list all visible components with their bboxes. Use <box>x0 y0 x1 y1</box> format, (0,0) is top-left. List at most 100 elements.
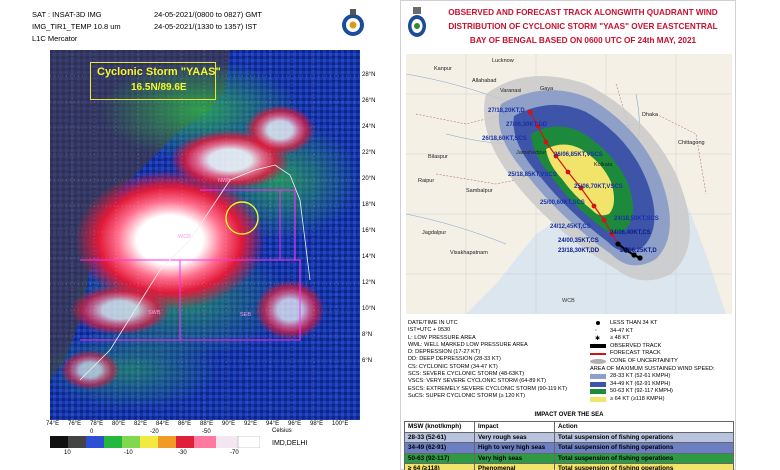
impact-cell-msw: ≥ 64 (≥118) <box>404 463 475 470</box>
colorbar-bottom-label: -30 <box>178 450 187 456</box>
track-point-label: 24/12,45KT,CS <box>550 224 591 230</box>
longitude-label: 92°E <box>244 421 258 427</box>
longitude-label: 74°E <box>46 421 60 427</box>
colorbar-top-label: 0 <box>90 429 94 435</box>
legend-symbol-item: CONE OF UNCERTAINITY <box>588 358 734 366</box>
longitude-label: 82°E <box>134 421 148 427</box>
legend-definition-item: WML: WELL MARKED LOW PRESSURE AREA <box>408 341 528 348</box>
impact-cell-impact: High to very high seas <box>474 442 555 454</box>
legend-symbol-label: FORECAST TRACK <box>610 350 661 357</box>
satellite-image: Cyclonic Storm "YAAS" 16.5N/89.6E NWB WC… <box>50 50 360 420</box>
longitude-label: 88°E <box>200 421 214 427</box>
map-region-label: WCB <box>562 298 575 304</box>
legend-definitions: DATE/TIME IN UTC IST=UTC + 0530 L: LOW PRE… <box>408 320 588 400</box>
imd-emblem-icon <box>408 7 426 37</box>
forecast-panel: OBSERVED AND FORECAST TRACK ALONGWITH QU… <box>400 0 780 470</box>
latitude-label: 8°N <box>362 332 373 338</box>
impact-cell-msw: 34-49 (62-91) <box>404 442 475 454</box>
map-place-gaya: Gaya <box>540 86 554 92</box>
longitude-label: 100°E <box>332 421 349 427</box>
colorbar-unit: Celsius <box>272 428 292 434</box>
latitude-label: 20°N <box>362 176 376 182</box>
map-place-lucknow: Lucknow <box>492 58 514 64</box>
impact-cell-action: Total suspension of fishing operations <box>554 463 734 470</box>
colorbar-bottom-label: -10 <box>124 450 133 456</box>
legend-symbol-label: AREA OF MAXIMUM SUSTAINED WIND SPEED: <box>590 365 715 372</box>
image-source: IMD,DELHI <box>272 440 308 447</box>
impact-table-row: 50-63 (92-117) Very high seas Total suspen… <box>404 452 734 464</box>
map-place-dhaka: Dhaka <box>642 112 658 118</box>
legend-swatch-icon <box>590 374 606 380</box>
region-label-wcb: WCB <box>178 234 191 240</box>
impact-cell-action: Total suspension of fishing operations <box>554 442 734 454</box>
longitude-label: 96°E <box>288 421 302 427</box>
temperature-colorbar <box>50 436 260 448</box>
legend-symbol-label: LESS THAN 34 KT <box>610 320 658 326</box>
colorbar-top-label: -20 <box>150 429 159 435</box>
impact-table-row: 34-49 (62-91) High to very high seas Total… <box>404 442 734 454</box>
legend-definition-item: SuCS: SUPER CYCLONIC STORM (≥ 120 KT) <box>408 392 526 399</box>
legend-symbols: LESS THAN 34 KT ◦ 34-47 KT ✱ ≥ 48 KT OBSERVED… <box>588 320 734 404</box>
track-point-label: 23/18,30KT,DD <box>558 248 600 254</box>
legend-symbol-label: 28-33 KT (52-61 KMPH) <box>610 373 671 380</box>
sat-header-projection: L1C Mercator <box>32 34 78 43</box>
forecast-title-line-1: OBSERVED AND FORECAST TRACK ALONGWITH QU… <box>448 8 718 17</box>
legend-symbol-item: 50-63 KT (92-117 KMPH) <box>588 388 734 396</box>
legend-definition-item: VSCS: VERY SEVERE CYCLONIC STORM (64-89 … <box>408 378 547 385</box>
map-place-sambalpur: Sambalpur <box>466 188 493 194</box>
legend-definition-item: IST=UTC + 0530 <box>408 327 451 334</box>
legend-symbol-label: 34-49 KT (62-91 KMPH) <box>610 380 671 387</box>
map-place-bilaspur: Bilaspur <box>428 154 448 160</box>
map-place-visakhapatnam: Visakhapatnam <box>450 250 488 256</box>
legend-definition-item: DD: DEEP DEPRESSION (28-33 KT) <box>408 356 501 363</box>
track-point-label: 26/06,85KT,VSCS <box>554 152 603 158</box>
latitude-label: 22°N <box>362 150 376 156</box>
map-place-kanpur: Kanpur <box>434 66 452 72</box>
impact-cell-action: Total suspension of fishing operations <box>554 452 734 464</box>
impact-cell-impact: Very high seas <box>474 452 555 464</box>
track-point-label: 24/06,40KT,CS <box>610 230 651 236</box>
legend-symbol-item: 28-33 KT (52-61 KMPH) <box>588 373 734 381</box>
impact-cell-impact: Phenomenal <box>474 463 555 470</box>
map-place-varanasi: Varanasi <box>500 88 522 94</box>
latitude-label: 14°N <box>362 254 376 260</box>
legend-symbol-item: LESS THAN 34 KT <box>588 320 734 328</box>
forecast-title-line-3: BAY OF BENGAL BASED ON 0600 UTC OF 24th … <box>469 36 697 45</box>
region-label-seb: SEB <box>240 312 252 318</box>
sat-header-label-1: SAT : INSAT-3D IMG <box>32 10 102 19</box>
legend-swatch-icon: ✱ <box>595 336 601 343</box>
map-place-kolkata: Kolkata <box>594 162 613 168</box>
map-place-raipur: Raipur <box>418 178 435 184</box>
map-place-jamshedpur: Jamshedpur <box>516 150 547 156</box>
latitude-label: 24°N <box>362 124 376 130</box>
legend-definition-item: D: DEPRESSION (17-27 KT) <box>408 349 481 356</box>
legend-symbol-label: 34-47 KT <box>610 327 634 334</box>
impact-table-row: ≥ 64 (≥118) Phenomenal Total suspension of… <box>404 463 734 470</box>
legend-swatch-icon: ◦ <box>595 327 598 334</box>
sat-header-label-2: IMG_TIR1_TEMP 10.8 um <box>32 22 121 31</box>
longitude-label: 86°E <box>178 421 192 427</box>
impact-header-impact: Impact <box>474 421 555 433</box>
legend-definition-item: SCS: SEVERE CYCLONIC STORM (48-63KT) <box>408 371 525 378</box>
latitude-label: 10°N <box>362 306 376 312</box>
legend-definition-item: CS: CYCLONIC STORM (34-47 KT) <box>408 363 498 370</box>
legend-definition-item: ESCS: EXTREMELY SEVERE CYCLONIC STORM (9… <box>408 385 568 392</box>
legend-swatch-icon <box>590 389 606 395</box>
track-point-label: 27/18,20KT,D <box>488 108 525 114</box>
track-point-label: 25/06,70KT,VSCS <box>574 184 623 190</box>
legend-symbol-label: ≥ 48 KT <box>610 335 630 342</box>
legend-swatch-icon <box>596 321 600 325</box>
impact-table-header: MSW (knot/kmph) Impact Action <box>404 421 734 433</box>
map-place-allahabad: Allahabad <box>472 78 497 84</box>
legend-symbol-item: ≥ 64 KT (≥118 KMPH) <box>588 396 734 404</box>
map-place-chittagong: Chittagong <box>678 140 705 146</box>
longitude-label: 98°E <box>310 421 324 427</box>
imd-logo-icon <box>342 9 364 36</box>
legend-swatch-icon <box>590 358 606 364</box>
track-point-label: 26/18,60KT,SCS <box>482 136 527 142</box>
track-point-label: 25/18,85KT,VSCS <box>508 172 557 178</box>
legend-swatch-icon <box>590 396 606 402</box>
longitude-label: 80°E <box>112 421 126 427</box>
storm-title: Cyclonic Storm "YAAS" <box>97 66 221 78</box>
forecast-map: Kanpur Allahabad Lucknow Gaya Varanasi J… <box>406 54 732 314</box>
